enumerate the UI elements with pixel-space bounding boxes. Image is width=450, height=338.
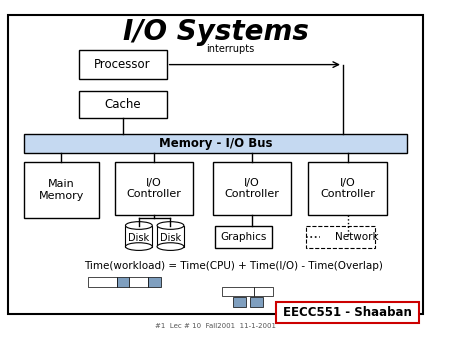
Bar	[222, 287, 254, 296]
Bar	[24, 162, 99, 218]
Bar	[129, 277, 148, 287]
Bar	[254, 287, 273, 296]
Bar	[306, 225, 375, 248]
Text: Disk: Disk	[160, 233, 181, 243]
Text: Cache: Cache	[104, 98, 141, 111]
Text: Time(workload) = Time(CPU) + Time(I/O) - Time(Overlap): Time(workload) = Time(CPU) + Time(I/O) -…	[84, 261, 383, 271]
Bar	[250, 297, 263, 307]
Bar	[212, 162, 291, 215]
Bar	[215, 225, 272, 248]
Bar	[88, 277, 117, 287]
Ellipse shape	[157, 222, 184, 230]
Bar	[233, 297, 246, 307]
Bar	[308, 162, 387, 215]
Text: Memory - I/O Bus: Memory - I/O Bus	[159, 137, 272, 150]
Text: I/O Systems: I/O Systems	[122, 18, 308, 46]
Bar	[79, 50, 166, 79]
Bar	[117, 277, 129, 287]
Text: EECC551 - Shaaban: EECC551 - Shaaban	[283, 306, 412, 319]
Ellipse shape	[126, 222, 152, 230]
Text: I/O
Controller: I/O Controller	[225, 178, 279, 199]
Text: Network: Network	[335, 232, 379, 242]
Bar	[24, 134, 407, 153]
Text: I/O
Controller: I/O Controller	[320, 178, 375, 199]
Text: #1  Lec # 10  Fall2001  11-1-2001: #1 Lec # 10 Fall2001 11-1-2001	[155, 323, 276, 329]
Text: Disk: Disk	[128, 233, 149, 243]
Text: Processor: Processor	[94, 58, 151, 71]
Bar	[126, 225, 152, 247]
Ellipse shape	[157, 243, 184, 250]
Bar	[79, 91, 166, 118]
Text: Graphics: Graphics	[220, 232, 266, 242]
Text: interrupts: interrupts	[206, 44, 254, 54]
Text: I/O
Controller: I/O Controller	[127, 178, 182, 199]
Bar	[115, 162, 194, 215]
Bar	[148, 277, 161, 287]
Ellipse shape	[126, 243, 152, 250]
Bar	[157, 225, 184, 247]
Bar	[276, 302, 419, 323]
Text: Main
Memory: Main Memory	[39, 179, 84, 201]
